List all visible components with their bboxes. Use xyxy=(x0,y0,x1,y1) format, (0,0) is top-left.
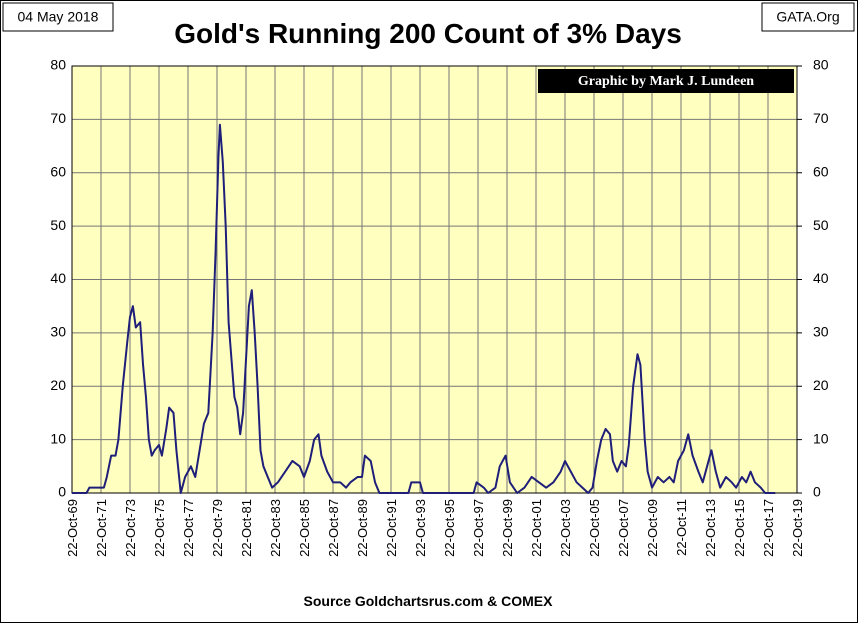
date-label: 04 May 2018 xyxy=(18,9,99,25)
y2-tick-label: 30 xyxy=(813,324,829,340)
x-tick-label: 22-Oct-93 xyxy=(413,499,428,557)
y-tick-label: 30 xyxy=(50,324,66,340)
y-tick-label: 0 xyxy=(58,484,66,500)
y-tick-label: 80 xyxy=(50,57,66,73)
x-tick-label: 22-Oct-73 xyxy=(123,499,138,557)
y-tick-label: 60 xyxy=(50,163,66,179)
x-tick-label: 22-Oct-69 xyxy=(65,499,80,557)
date-box xyxy=(2,2,114,32)
y2-tick-label: 40 xyxy=(813,270,829,286)
x-tick-label: 22-Oct-75 xyxy=(152,499,167,557)
y-tick-label: 40 xyxy=(50,270,66,286)
y2-tick-label: 80 xyxy=(813,57,829,73)
x-tick-label: 22-Oct-05 xyxy=(587,499,602,557)
y-tick-label: 10 xyxy=(50,430,66,446)
x-tick-label: 22-Oct-19 xyxy=(790,499,805,557)
x-tick-label: 22-Oct-07 xyxy=(616,499,631,557)
y2-tick-label: 10 xyxy=(813,430,829,446)
x-tick-label: 22-Oct-89 xyxy=(355,499,370,557)
y2-tick-label: 0 xyxy=(813,484,821,500)
y2-tick-label: 20 xyxy=(813,377,829,393)
x-tick-label: 22-Oct-81 xyxy=(239,499,254,557)
x-tick-label: 22-Oct-11 xyxy=(674,499,689,556)
credit-box xyxy=(538,69,794,93)
x-tick-label: 22-Oct-15 xyxy=(732,499,747,557)
y2-tick-label: 70 xyxy=(813,110,829,126)
x-tick-label: 22-Oct-87 xyxy=(326,499,341,557)
chart-title: Gold's Running 200 Count of 3% Days xyxy=(174,18,682,49)
x-tick-label: 22-Oct-85 xyxy=(297,499,312,557)
x-tick-label: 22-Oct-79 xyxy=(210,499,225,557)
x-tick-label: 22-Oct-71 xyxy=(94,499,109,557)
site-label: GATA.Org xyxy=(776,9,839,25)
y2-tick-label: 50 xyxy=(813,217,829,233)
y-tick-label: 20 xyxy=(50,377,66,393)
x-tick-label: 22-Oct-09 xyxy=(645,499,660,557)
x-tick-label: 22-Oct-13 xyxy=(703,499,718,557)
x-tick-label: 22-Oct-97 xyxy=(471,499,486,557)
x-tick-label: 22-Oct-83 xyxy=(268,499,283,557)
x-tick-label: 22-Oct-99 xyxy=(500,499,515,557)
x-tick-label: 22-Oct-95 xyxy=(442,499,457,557)
y2-tick-label: 60 xyxy=(813,163,829,179)
x-tick-label: 22-Oct-01 xyxy=(529,499,544,557)
x-tick-label: 22-Oct-03 xyxy=(558,499,573,557)
x-tick-label: 22-Oct-77 xyxy=(181,499,196,557)
source: Source Goldchartsrus.com & COMEX xyxy=(304,593,554,609)
x-tick-label: 22-Oct-91 xyxy=(384,499,399,557)
y-tick-label: 50 xyxy=(50,217,66,233)
credit: Graphic by Mark J. Lundeen xyxy=(578,74,754,89)
x-tick-label: 22-Oct-17 xyxy=(761,499,776,557)
site-box xyxy=(761,2,855,32)
y-tick-label: 70 xyxy=(50,110,66,126)
series-line xyxy=(72,123,776,494)
